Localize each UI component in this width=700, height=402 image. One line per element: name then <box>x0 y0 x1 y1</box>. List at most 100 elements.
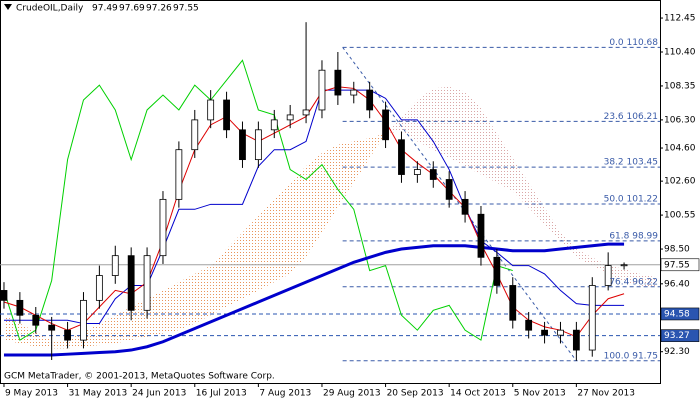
candle-body <box>461 198 469 215</box>
level-box <box>660 307 700 321</box>
current-price-label: 97.55 <box>664 260 690 270</box>
cloud-segment <box>496 133 513 192</box>
candle-body <box>445 179 453 200</box>
x-tick-label: 5 Nov 2013 <box>514 389 566 399</box>
candle-body <box>239 129 246 161</box>
x-tick-label: 20 Sep 2013 <box>387 389 444 399</box>
candle-body <box>95 275 103 301</box>
candle-body <box>270 119 278 131</box>
x-tick-label: 24 Jun 2013 <box>132 389 186 399</box>
title-ohlc: 97.55 <box>173 4 199 14</box>
chart-title: CrudeOIL,Daily <box>16 4 84 14</box>
x-tick-label: 29 Aug 2013 <box>323 389 381 399</box>
fib-label: 0.0 110.68 <box>609 38 658 48</box>
cloud-segment <box>194 265 211 324</box>
x-tick-label: 16 Jul 2013 <box>196 389 247 399</box>
candle-body <box>159 198 167 257</box>
y-tick-label: 96.40 <box>664 279 690 289</box>
y-tick-label: 106.30 <box>664 115 696 125</box>
cloud-segment <box>242 215 259 299</box>
candle-body <box>509 285 517 321</box>
candle-body <box>64 329 71 341</box>
y-tick-label: 112.45 <box>664 14 696 24</box>
candle-body <box>0 290 8 301</box>
candle-body <box>302 109 310 116</box>
fib-label: 38.2 103.45 <box>604 158 658 168</box>
candle-body <box>588 285 596 351</box>
cloud-segment <box>162 282 179 334</box>
cloud-segment <box>337 141 354 208</box>
y-tick-label: 104.60 <box>664 144 696 154</box>
candle-body <box>477 213 485 258</box>
cloud-segment <box>210 249 227 316</box>
x-tick-label: 27 Nov 2013 <box>577 389 635 399</box>
cloud-segment <box>226 232 243 307</box>
candle-body <box>398 139 405 175</box>
candle-body <box>366 89 374 111</box>
cloud-segment <box>544 207 561 241</box>
level-label: 94.58 <box>664 309 690 319</box>
cloud-segment <box>512 157 529 208</box>
fib-label: 50.0 101.22 <box>604 195 658 205</box>
panel-icon <box>4 4 12 10</box>
candle-body <box>80 299 87 341</box>
cloud-segment <box>321 144 338 233</box>
indicator-line <box>3 242 625 357</box>
y-tick-label: 110.40 <box>664 47 696 57</box>
cloud-segment <box>51 340 68 349</box>
x-tick-label: 31 May 2013 <box>69 389 128 399</box>
cloud-segment <box>639 273 656 288</box>
y-tick-label: 100.55 <box>664 211 696 221</box>
fib-label: 100.0 91.75 <box>604 351 658 361</box>
cloud-segment <box>608 265 625 283</box>
candle-body <box>254 129 262 161</box>
candle-body <box>525 319 533 331</box>
title-ohlc: 97.26 <box>146 4 172 14</box>
candle-body <box>413 169 421 175</box>
y-tick-label: 102.60 <box>664 177 696 187</box>
fib-trend <box>342 47 577 362</box>
cloud-segment <box>592 257 609 274</box>
y-tick-label: 98.50 <box>664 245 690 255</box>
title-ohlc: 97.49 <box>92 4 118 14</box>
cloud-segment <box>290 166 307 274</box>
candle-body <box>429 169 437 180</box>
candle-body <box>557 329 564 336</box>
cloud-segment <box>99 315 116 346</box>
title-ohlc: 97.69 <box>119 4 145 14</box>
cloud-segment <box>178 273 195 331</box>
candle-body <box>32 314 40 326</box>
cloud-segment <box>449 86 466 167</box>
candle-body <box>175 149 183 200</box>
x-tick-label: 14 Oct 2013 <box>450 389 506 399</box>
y-tick-label: 108.35 <box>664 81 696 91</box>
cloud-segment <box>528 182 545 225</box>
cloud-segment <box>576 249 593 266</box>
cloud-segment <box>480 108 497 183</box>
candle-body <box>127 255 135 311</box>
current-price-box <box>660 258 700 272</box>
candle-body <box>191 119 199 151</box>
cloud-segment <box>369 133 386 158</box>
indicator-line <box>3 89 625 325</box>
candle-body <box>318 69 326 111</box>
cloud-segment <box>306 153 322 258</box>
candle-body <box>143 255 151 311</box>
candle-body <box>48 324 56 331</box>
cloud-segment <box>353 138 370 183</box>
cloud-segment <box>417 88 434 150</box>
candle-body <box>16 299 24 316</box>
candle-body <box>620 264 628 267</box>
fib-label: 76.4 96.22 <box>609 277 658 287</box>
y-tick-label: 92.30 <box>664 347 690 357</box>
cloud-segment <box>274 182 291 283</box>
x-tick-label: 7 Aug 2013 <box>259 389 311 399</box>
candle-body <box>572 329 580 351</box>
candle-body <box>382 109 389 141</box>
fib-label: 23.6 106.21 <box>604 112 658 122</box>
x-tick-label: 9 May 2013 <box>5 389 58 399</box>
cloud-segment <box>624 268 640 286</box>
candle-body <box>223 99 230 131</box>
fib-label: 61.8 98.99 <box>609 231 658 241</box>
